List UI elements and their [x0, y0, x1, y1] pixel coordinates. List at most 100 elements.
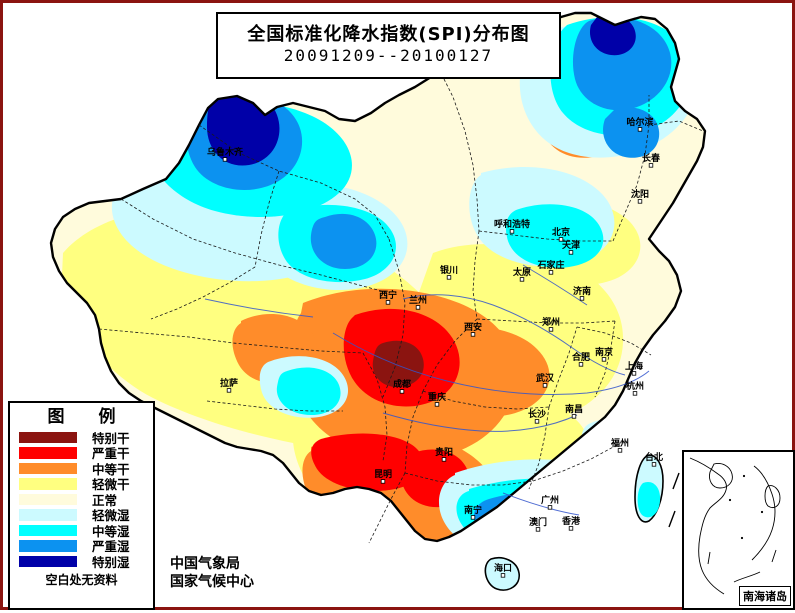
- legend-label-extreme-wet: 特别湿: [92, 554, 130, 570]
- spi-field-extreme-wet-ne: [589, 14, 636, 56]
- city-marker: 成都: [393, 378, 411, 394]
- legend-label-mild-dry: 轻微干: [92, 477, 130, 493]
- city-label: 贵阳: [435, 446, 453, 458]
- city-dot: [434, 402, 440, 407]
- city-label: 沈阳: [631, 188, 649, 200]
- legend-swatch-mild-wet: [18, 508, 78, 522]
- city-marker: 武汉: [536, 372, 555, 388]
- city-dot: [509, 229, 515, 234]
- city-label: 广州: [541, 494, 559, 506]
- city-marker: 乌鲁木齐: [207, 146, 244, 162]
- spi-field-mild-dry-4: [117, 293, 241, 398]
- city-label: 北京: [552, 226, 570, 238]
- city-label: 太原: [512, 266, 531, 278]
- city-dot: [470, 515, 476, 520]
- legend-label-severe-dry: 严重干: [92, 446, 130, 462]
- city-marker: 济南: [573, 285, 591, 301]
- city-marker: 南昌: [565, 403, 583, 419]
- legend-row-extreme-wet: 特别湿: [18, 554, 153, 570]
- legend-title: 图 例: [47, 407, 130, 427]
- city-label: 银川: [440, 264, 458, 276]
- spi-field-moderate-wet-tib: [276, 367, 341, 415]
- city-marker: 福州: [610, 437, 629, 453]
- city-dot: [542, 383, 548, 388]
- city-dot: [519, 277, 525, 282]
- city-marker: 哈尔滨: [626, 116, 654, 132]
- spi-field-moderate-wet-s: [456, 478, 643, 541]
- city-dot: [637, 127, 643, 132]
- taiwan-island: [634, 454, 664, 523]
- map-title: 全国标准化降水指数(SPI)分布图: [247, 23, 530, 45]
- legend-row-moderate-dry: 中等干: [18, 461, 153, 477]
- city-dot: [648, 163, 654, 168]
- city-label: 南宁: [464, 504, 482, 516]
- city-marker: 呼和浩特: [494, 218, 530, 234]
- city-marker: 南宁: [464, 504, 482, 520]
- city-marker: 广州: [541, 494, 559, 510]
- city-marker: 海口: [494, 562, 512, 578]
- legend-box: 图 例 特别干 严重干 中等干 轻微干 正常 轻微湿 中等湿 严重湿 特别湿 空白处无资料: [8, 401, 155, 610]
- city-dot: [547, 505, 553, 510]
- city-dot: [558, 237, 564, 242]
- city-marker: 合肥: [572, 351, 590, 367]
- city-dot: [534, 419, 540, 424]
- spi-field-severe-wet-ne2: [603, 107, 660, 158]
- spi-field-extreme-dry: [372, 340, 424, 387]
- city-label: 长沙: [528, 408, 546, 420]
- legend-row-extreme-dry: 特别干: [18, 430, 153, 446]
- city-marker: 西宁: [379, 289, 397, 305]
- city-label: 武汉: [536, 372, 555, 384]
- city-label: 哈尔滨: [626, 116, 653, 128]
- city-marker: 拉萨: [220, 377, 238, 393]
- rivers: [204, 264, 650, 516]
- legend-swatch-extreme-dry: [18, 430, 78, 445]
- city-dot: [637, 199, 643, 204]
- legend-row-severe-dry: 严重干: [18, 445, 153, 461]
- city-label: 乌鲁木齐: [207, 146, 244, 158]
- city-dot: [651, 462, 657, 467]
- city-label: 海口: [494, 562, 512, 574]
- city-label: 上海: [625, 360, 643, 372]
- city-dot: [399, 389, 405, 394]
- city-label: 西安: [464, 321, 482, 333]
- city-label: 呼和浩特: [494, 218, 530, 230]
- city-label: 香港: [561, 515, 581, 527]
- city-label: 台北: [645, 451, 663, 463]
- city-label: 天津: [562, 239, 580, 251]
- spi-field-severe-wet-qh: [310, 213, 377, 269]
- city-marker: 太原: [512, 266, 531, 282]
- city-marker: 郑州: [542, 316, 560, 332]
- legend-row-normal: 正常: [18, 492, 153, 508]
- city-marker: 南京: [595, 346, 613, 362]
- city-marker: 西安: [464, 321, 482, 337]
- south-china-sea-inset: 南海诸岛: [682, 450, 795, 610]
- city-label: 郑州: [542, 316, 560, 328]
- city-marker: 银川: [440, 264, 458, 280]
- city-dot: [385, 300, 391, 305]
- legend-label-normal: 正常: [92, 492, 118, 508]
- legend-row-mild-wet: 轻微湿: [18, 507, 153, 523]
- legend-swatch-extreme-wet: [18, 554, 78, 569]
- city-dot: [568, 526, 574, 531]
- city-marker: 北京: [552, 226, 570, 242]
- legend-note: 空白处无资料: [45, 573, 118, 588]
- city-marker: 杭州: [626, 380, 644, 396]
- city-dot: [617, 448, 623, 453]
- city-label: 成都: [393, 378, 411, 390]
- city-marker: 上海: [625, 360, 643, 376]
- city-dot: [571, 414, 577, 419]
- attribution-line-1: 中国气象局: [170, 556, 240, 572]
- city-marker: 沈阳: [631, 188, 649, 204]
- city-marker: 长沙: [528, 408, 546, 424]
- city-dot: [380, 479, 386, 484]
- city-marker: 重庆: [428, 391, 446, 407]
- sea-boundary-ticks: [668, 472, 680, 528]
- city-label: 济南: [573, 285, 591, 297]
- city-marker: 香港: [561, 515, 581, 531]
- inset-map: [689, 457, 781, 595]
- city-dot: [415, 305, 421, 310]
- legend-swatch-moderate-wet: [18, 523, 78, 538]
